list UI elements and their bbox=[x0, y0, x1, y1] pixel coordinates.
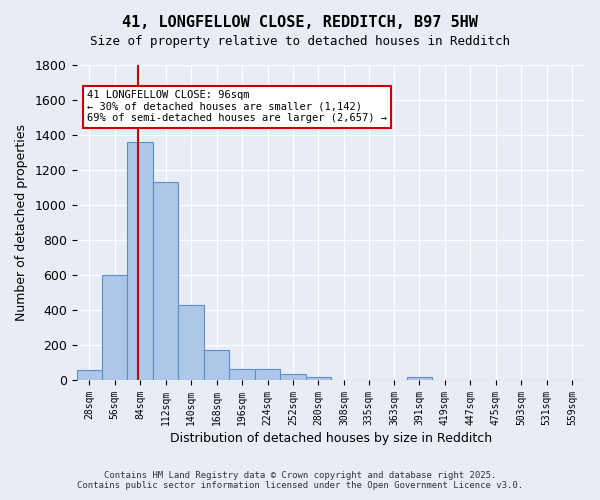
Bar bbox=[407, 378, 432, 380]
Text: 41, LONGFELLOW CLOSE, REDDITCH, B97 5HW: 41, LONGFELLOW CLOSE, REDDITCH, B97 5HW bbox=[122, 15, 478, 30]
Text: Size of property relative to detached houses in Redditch: Size of property relative to detached ho… bbox=[90, 35, 510, 48]
Bar bbox=[127, 142, 153, 380]
Bar bbox=[280, 374, 306, 380]
Y-axis label: Number of detached properties: Number of detached properties bbox=[15, 124, 28, 321]
Text: Contains HM Land Registry data © Crown copyright and database right 2025.
Contai: Contains HM Land Registry data © Crown c… bbox=[77, 470, 523, 490]
Bar bbox=[77, 370, 102, 380]
Bar bbox=[102, 275, 127, 380]
Bar bbox=[204, 350, 229, 380]
Text: 41 LONGFELLOW CLOSE: 96sqm
← 30% of detached houses are smaller (1,142)
69% of s: 41 LONGFELLOW CLOSE: 96sqm ← 30% of deta… bbox=[87, 90, 387, 124]
X-axis label: Distribution of detached houses by size in Redditch: Distribution of detached houses by size … bbox=[170, 432, 492, 445]
Bar bbox=[306, 378, 331, 380]
Bar bbox=[229, 368, 255, 380]
Bar bbox=[153, 182, 178, 380]
Bar bbox=[178, 305, 204, 380]
Bar bbox=[255, 368, 280, 380]
